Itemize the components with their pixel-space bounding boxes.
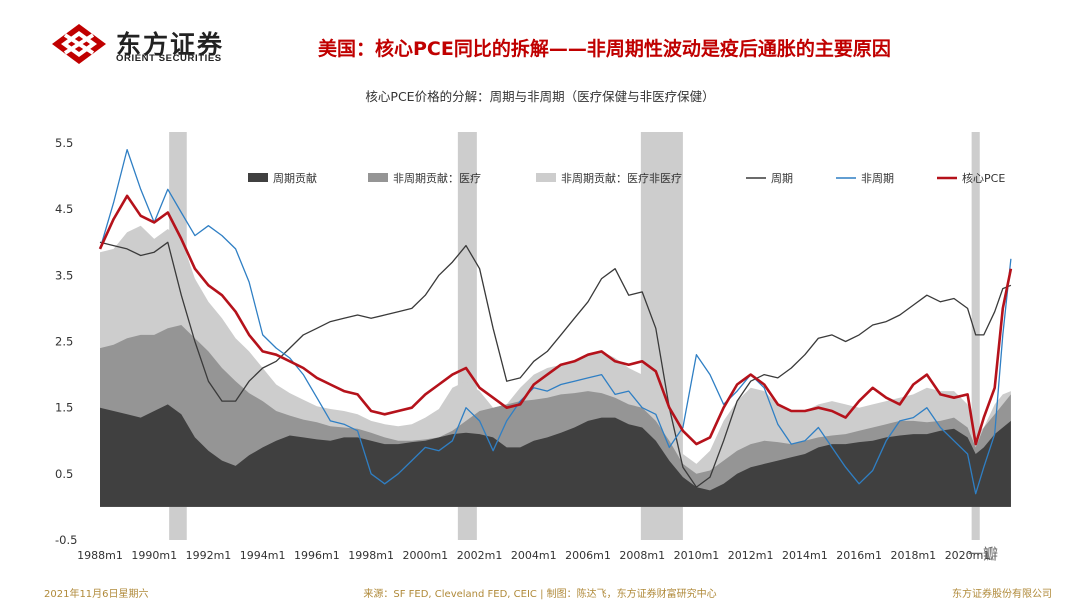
x-tick-label-9: 2006m1	[565, 549, 611, 562]
x-tick-label-6: 2000m1	[402, 549, 448, 562]
x-tick-label-2: 1992m1	[186, 549, 232, 562]
x-tick-label-10: 2008m1	[619, 549, 665, 562]
x-tick-label-5: 1998m1	[348, 549, 394, 562]
legend-label-2: 非周期贡献：医疗非医疗	[561, 171, 682, 185]
legend-label-5: 核心PCE	[962, 171, 1005, 185]
orient-logo-icon	[52, 24, 106, 64]
x-tick-label-8: 2004m1	[511, 549, 557, 562]
footer-source: 来源：SF FED, Cleveland FED, CEIC | 制图：陈达飞，…	[363, 589, 717, 600]
recession-band-3	[971, 132, 980, 540]
x-tick-label-12: 2012m1	[728, 549, 774, 562]
y-tick-label-5: 4.5	[55, 202, 73, 216]
legend-swatch-2	[536, 173, 556, 182]
headline: 美国：核心PCE同比的拆解——非周期性波动是疫后通胀的主要原因	[318, 38, 891, 60]
x-tick-label-3: 1994m1	[240, 549, 286, 562]
x-tick-label-15: 2018m1	[890, 549, 936, 562]
y-tick-label-3: 2.5	[55, 335, 73, 349]
y-tick-label-2: 1.5	[55, 401, 73, 415]
brand-name-en: ORIENT SECURITIES	[116, 53, 222, 64]
footer-company: 东方证券股份有限公司	[952, 589, 1052, 600]
x-tick-label-7: 2002m1	[457, 549, 503, 562]
x-tick-label-16: 2020m1	[945, 549, 991, 562]
line-series-2	[98, 194, 1013, 446]
legend-swatch-1	[368, 173, 388, 182]
chart-title: 核心PCE价格的分解：周期与非周期（医疗保健与非医疗保健）	[365, 89, 715, 104]
x-tick-label-14: 2016m1	[836, 549, 882, 562]
legend-label-0: 周期贡献	[273, 171, 317, 185]
y-tick-label-4: 3.5	[55, 268, 73, 282]
legend-label-3: 周期	[771, 172, 793, 185]
y-tick-label-1: 0.5	[55, 467, 73, 481]
legend-swatch-0	[248, 173, 268, 182]
brand-name: 东方证券	[116, 30, 225, 59]
line-series-1	[99, 148, 1012, 495]
line-series-0	[99, 241, 1012, 488]
x-tick-label-1: 1990m1	[131, 549, 177, 562]
legend-label-1: 非周期贡献：医疗	[393, 171, 481, 185]
x-tick-label-4: 1996m1	[294, 549, 340, 562]
footer-date: 2021年11月6日星期六	[44, 589, 149, 600]
x-tick-label-13: 2014m1	[782, 549, 828, 562]
watermark: 一瓣	[968, 545, 999, 563]
legend-label-4: 非周期	[861, 172, 894, 185]
y-tick-label-0: -0.5	[55, 533, 77, 547]
area-series-0	[100, 404, 1011, 507]
y-tick-label-6: 5.5	[55, 136, 73, 150]
x-tick-label-0: 1988m1	[77, 549, 123, 562]
x-tick-label-11: 2010m1	[674, 549, 720, 562]
